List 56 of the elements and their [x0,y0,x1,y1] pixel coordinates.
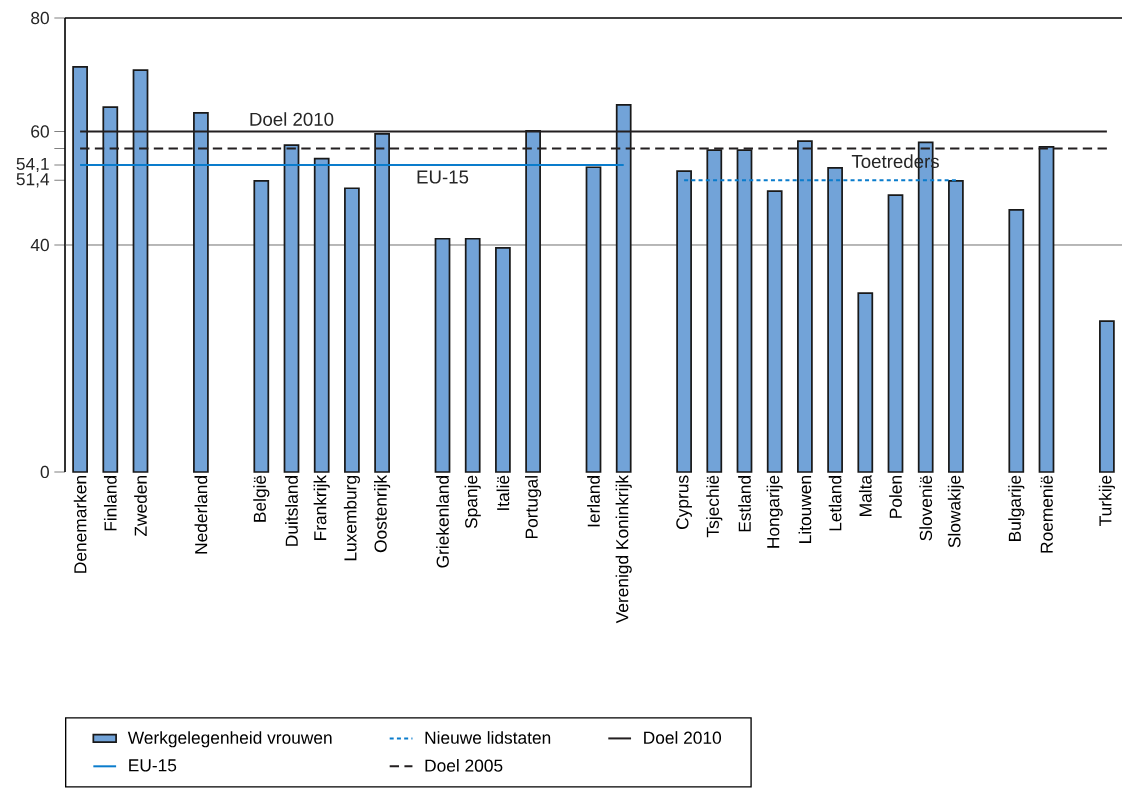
legend-label: Werkgelegenheid vrouwen [127,731,332,748]
legend-label: Nieuwe lidstaten [425,731,551,744]
bar [253,180,270,473]
annotation: EU-15 [417,170,469,184]
y-tick-label: 60 [31,125,49,138]
x-tick-label: Litouwen [798,476,812,543]
x-tick-label: Malta [858,474,872,516]
bar [676,170,692,473]
x-tick-label: Polen [889,476,902,518]
y-tick-label: 0 [40,465,49,479]
x-tick-label: Letland [828,476,842,531]
x-tick-label: Tsjechië [706,475,723,538]
x-tick-label: Luxemburg [343,476,360,561]
bar [857,292,874,473]
x-tick-label: Spanje [464,475,481,529]
x-tick-label: Oostenrijk [374,474,391,553]
x-tick-label: Griekenland [436,476,449,568]
y-tick-label: 54,1 [16,157,49,173]
x-tick-label: Slovenië [919,475,933,541]
x-tick-label: Ierland [587,476,600,527]
x-tick-label: Bulgarije [1008,475,1025,541]
bar [827,166,843,473]
x-tick-label: Hongarije [766,475,783,548]
bar [1099,320,1115,473]
y-tick-label: 40 [30,238,49,252]
x-tick-label: Italië [496,475,510,510]
bar [948,180,964,473]
x-tick-label: Duitsland [285,476,298,546]
x-tick-label: Slowakije [947,475,964,548]
bar [344,187,360,473]
legend-label: Doel 2010 [644,731,722,744]
x-tick-label: Nederland [194,476,208,554]
bar [1008,208,1025,473]
y-tick-label: 80 [31,11,49,25]
x-tick-label: België [253,475,270,522]
x-tick-label: Finland [103,476,117,531]
x-tick-label: Turkije [1098,475,1115,526]
bar [585,166,602,473]
bar [766,190,783,473]
x-tick-label: Zweden [134,476,147,537]
x-tick-label: Verenigd Koninkrijk [615,474,632,624]
bar [464,237,481,473]
bar [434,237,451,473]
legend-label: EU-15 [129,759,177,772]
annotation: Doel 2010 [250,112,334,126]
y-tick-label: 51,4 [16,173,50,188]
x-tick-label: Denemarken [73,476,87,573]
x-tick-label: Frankrijk [313,474,330,540]
legend-label: Doel 2005 [425,759,503,772]
x-tick-label: Portugal [525,476,542,539]
bar [495,246,511,473]
x-tick-label: Estland [738,476,751,532]
bar [313,157,330,473]
bar [887,194,904,473]
x-tick-label: Cyprus [676,475,692,529]
x-tick-label: Roemenië [1040,475,1053,553]
